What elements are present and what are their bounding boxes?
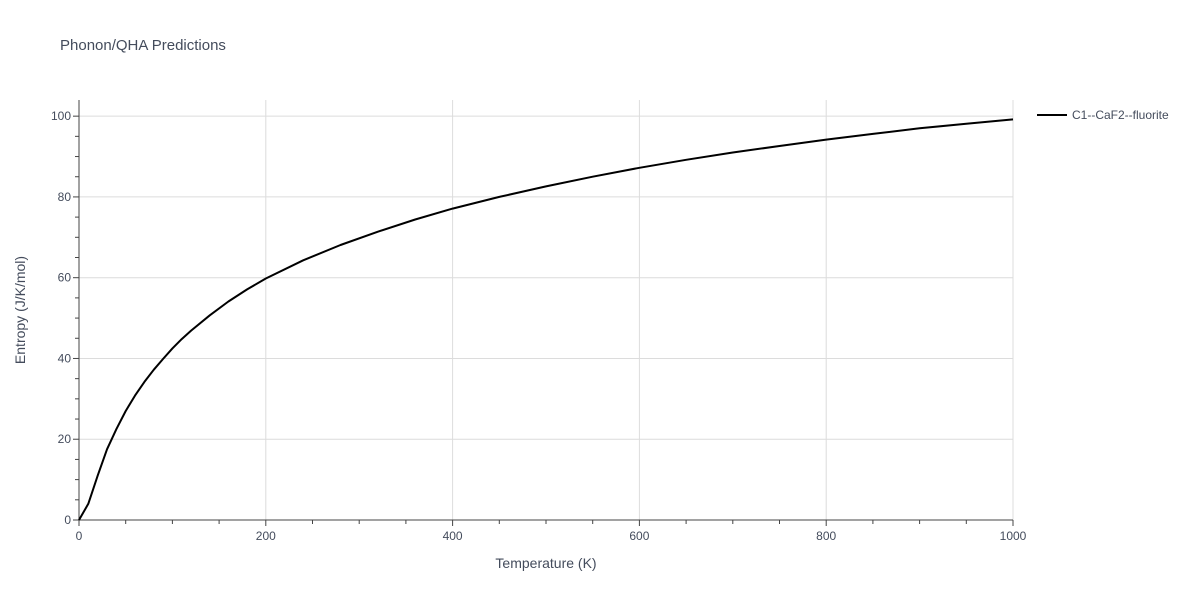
x-tick-label: 800 (816, 529, 836, 543)
y-tick-label: 60 (58, 271, 72, 285)
legend-label: C1--CaF2--fluorite (1072, 108, 1169, 122)
y-tick-label: 80 (58, 190, 72, 204)
x-tick-label: 200 (256, 529, 276, 543)
series-line (78, 118, 1014, 521)
axes: 0 200 400 600 800 1000 0 20 40 60 80 100 (51, 100, 1027, 543)
y-tick-label: 40 (58, 351, 72, 365)
x-tick-label: 1000 (1000, 529, 1027, 543)
chart-title: Phonon/QHA Predictions (60, 37, 226, 54)
x-axis-title: Temperature (K) (495, 555, 596, 571)
legend[interactable]: C1--CaF2--fluorite (1037, 108, 1169, 122)
y-axis-title: Entropy (J/K/mol) (12, 256, 28, 364)
x-tick-label: 600 (629, 529, 649, 543)
y-tick-label: 0 (64, 513, 71, 527)
y-tick-label: 20 (58, 432, 72, 446)
grid-lines (79, 100, 1014, 520)
x-tick-label: 400 (443, 529, 463, 543)
x-tick-label: 0 (76, 529, 83, 543)
y-tick-label: 100 (51, 109, 71, 123)
series-lines (78, 118, 1014, 521)
